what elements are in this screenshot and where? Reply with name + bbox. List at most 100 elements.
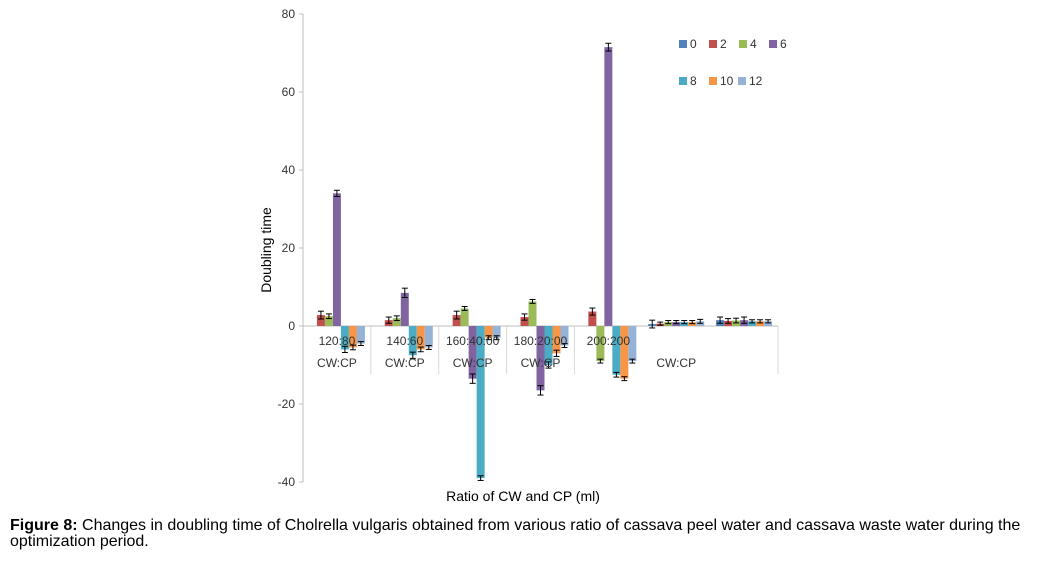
bar-series-4-cat-3 <box>528 301 537 326</box>
legend-item-12: 12 <box>738 74 763 88</box>
bar-series-2-cat-4 <box>588 311 597 326</box>
bar-series-8-cat-6 <box>748 321 757 326</box>
error-bar <box>385 316 392 324</box>
error-bar <box>681 320 688 325</box>
error-bar <box>461 306 468 311</box>
category-label: 160:40:00 <box>446 334 500 348</box>
legend-item-4: 4 <box>739 37 757 51</box>
error-bar <box>469 373 476 384</box>
bar-series-12-cat-3 <box>560 326 569 346</box>
error-bar <box>725 318 732 324</box>
caption-text: Changes in doubling time of Cholrella vu… <box>10 517 1021 550</box>
bar-series-10-cat-0 <box>348 326 357 348</box>
error-bar <box>529 298 536 304</box>
error-bar <box>649 319 656 329</box>
legend-label: 12 <box>749 74 763 88</box>
x-axis-title: Ratio of CW and CP (ml) <box>446 488 600 504</box>
legend-label: 4 <box>750 37 757 51</box>
figure-caption: Figure 8: Changes in doubling time of Ch… <box>10 518 1040 550</box>
bar-series-10-cat-2 <box>484 326 493 338</box>
category-labels: 120:80 CW:CP 140:60 CW:CP 160:40:00 CW:CP 180:… <box>317 334 696 370</box>
error-bar <box>765 319 772 324</box>
bar-series-2-cat-3 <box>520 317 529 326</box>
bar-series-10-cat-6 <box>756 321 765 326</box>
bar-series-8-cat-3 <box>544 326 553 365</box>
error-bar <box>341 345 348 354</box>
legend-swatch <box>738 77 746 85</box>
legend-label: 6 <box>780 37 787 51</box>
error-bar <box>493 335 500 341</box>
bar-series-8-cat-0 <box>340 326 349 350</box>
bar-series-8-cat-4 <box>612 326 621 375</box>
legend-item-6: 6 <box>769 37 787 51</box>
legend-swatch <box>679 77 687 85</box>
legend-swatch <box>709 40 717 48</box>
category-label: 180:20:00 <box>514 334 568 348</box>
bar-series-2-cat-0 <box>316 315 325 326</box>
error-bar <box>697 318 704 324</box>
error-bar <box>657 321 664 326</box>
bar-series-4-cat-1 <box>392 318 401 326</box>
bar-series-6-cat-2 <box>468 326 477 379</box>
error-bar <box>613 371 620 378</box>
bar-series-4-cat-4 <box>596 326 605 362</box>
category-label: CW:CP <box>317 356 357 370</box>
bar-series-2-cat-2 <box>452 315 461 326</box>
category-label: 140:60 <box>386 334 423 348</box>
y-tick-label: -40 <box>278 475 296 489</box>
y-axis-title: Doubling time <box>258 207 274 293</box>
error-bar <box>521 313 528 321</box>
bar-series-12-cat-4 <box>628 326 637 362</box>
error-bar <box>409 351 416 359</box>
bar-series-6-cat-0 <box>332 193 341 326</box>
error-bar <box>749 319 756 324</box>
error-bar <box>689 320 696 325</box>
error-bar <box>317 310 324 320</box>
error-bar <box>325 313 332 320</box>
error-bar <box>673 320 680 325</box>
error-bar <box>349 344 356 351</box>
bar-series-4-cat-0 <box>324 316 333 326</box>
legend-swatch <box>769 40 777 48</box>
error-bar <box>333 189 340 198</box>
error-bar <box>357 341 364 346</box>
bar-series-6-cat-1 <box>400 292 409 326</box>
error-bar <box>629 358 636 364</box>
error-bar <box>545 361 552 369</box>
category-label: 200:200 <box>587 334 631 348</box>
error-bar <box>733 317 740 324</box>
error-bar <box>401 287 408 299</box>
error-bar <box>453 310 460 320</box>
error-bar <box>665 320 672 325</box>
error-bar <box>589 307 596 316</box>
error-bar <box>741 316 748 324</box>
error-bar <box>417 346 424 353</box>
legend: 0 2 4 6 8 10 12 <box>679 37 787 88</box>
error-bar <box>485 335 492 341</box>
legend-item-2: 2 <box>709 37 727 51</box>
y-tick-label: 20 <box>282 241 296 255</box>
legend-swatch <box>739 40 747 48</box>
bar-series-8-cat-2 <box>476 326 485 479</box>
bar-series-12-cat-6 <box>764 321 773 326</box>
legend-label: 0 <box>690 37 697 51</box>
category-label: CW:CP <box>521 356 561 370</box>
error-bar <box>717 316 724 324</box>
error-bar <box>561 343 568 348</box>
bar-series-4-cat-2 <box>460 308 469 326</box>
category-label: CW:CP <box>656 356 696 370</box>
bar-series-6-cat-3 <box>536 326 545 391</box>
legend-label: 2 <box>720 37 727 51</box>
legend-swatch <box>679 40 687 48</box>
legend-swatch <box>709 77 717 85</box>
bar-series-10-cat-4 <box>620 326 629 379</box>
error-bar <box>605 42 612 52</box>
bar-series-6-cat-4 <box>604 47 613 327</box>
bar-series-12-cat-0 <box>356 326 365 344</box>
error-bar <box>393 315 400 322</box>
error-bar <box>757 319 764 324</box>
category-label: CW:CP <box>385 356 425 370</box>
y-tick-label: -20 <box>278 397 296 411</box>
